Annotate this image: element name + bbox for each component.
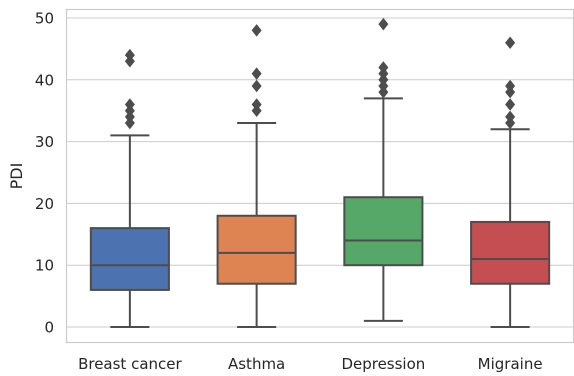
y-tick-label-10: 10 — [35, 257, 54, 275]
flier-migraine-1 — [505, 110, 516, 124]
flier-asthma-1 — [251, 98, 262, 111]
box-migraine — [470, 220, 551, 285]
flier-breast-cancer-5 — [124, 48, 135, 62]
x-tick-label-asthma: Asthma — [228, 355, 285, 373]
y-axis-label: PDI — [7, 163, 26, 190]
flier-asthma-2 — [251, 79, 262, 93]
box-asthma — [216, 214, 297, 285]
flier-migraine-4 — [505, 79, 516, 93]
y-tick-label-20: 20 — [35, 195, 54, 213]
flier-depression-4 — [378, 61, 389, 74]
box-depression — [343, 196, 424, 267]
box-group-breast-cancer — [89, 48, 170, 328]
flier-asthma-3 — [251, 67, 262, 80]
x-axis-ticks: Breast cancer Asthma Depression Migraine — [78, 355, 543, 373]
flier-asthma-4 — [251, 24, 262, 37]
x-tick-label-depression: Depression — [341, 355, 425, 373]
y-tick-label-0: 0 — [44, 319, 54, 337]
plot-frame — [65, 8, 574, 344]
boxes — [89, 17, 551, 328]
flier-migraine-2 — [505, 98, 516, 111]
y-tick-label-30: 30 — [35, 133, 54, 151]
y-tick-label-40: 40 — [35, 71, 54, 89]
flier-breast-cancer-3 — [124, 98, 135, 111]
y-axis-ticks: 0 10 20 30 40 50 — [35, 10, 54, 337]
y-tick-label-50: 50 — [35, 10, 54, 28]
flier-migraine-5 — [505, 36, 516, 49]
flier-depression-5 — [378, 17, 389, 31]
box-group-migraine — [470, 36, 551, 328]
box-group-depression — [343, 17, 424, 322]
box-group-asthma — [216, 24, 297, 328]
x-tick-label-breast-cancer: Breast cancer — [78, 355, 182, 373]
x-tick-label-migraine: Migraine — [478, 355, 543, 373]
box-breast-cancer — [89, 227, 170, 291]
